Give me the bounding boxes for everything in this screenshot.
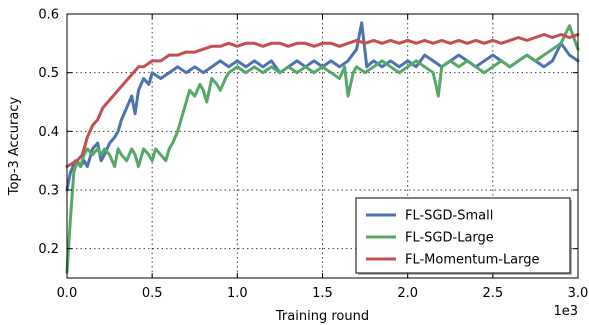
series-line-fl-sgd-large [65, 24, 580, 274]
x-tick-label-2: 1.0 [227, 286, 248, 301]
y-tick-label-3: 0.5 [38, 66, 59, 81]
x-tick-label-0: 0.0 [57, 286, 78, 301]
axis-layer: 0.0 0.5 1.0 1.5 2.0 2.5 3.0 0.2 0.3 0.4 0.5 0.6 Trai… [7, 8, 588, 325]
x-tick-label-4: 2.0 [397, 286, 418, 301]
legend-label-fl-sgd-large: FL-SGD-Large [405, 231, 494, 246]
legend-label-fl-sgd-small: FL-SGD-Small [405, 209, 493, 224]
y-tick-label-1: 0.3 [38, 184, 59, 199]
series-line-fl-momentum-large [65, 33, 580, 168]
x-tick-label-5: 2.5 [482, 286, 503, 301]
legend-label-fl-momentum-large: FL-Momentum-Large [405, 253, 540, 268]
y-axis-label: Top-3 Accuracy [7, 97, 22, 197]
x-axis-label: Training round [275, 309, 369, 324]
x-tick-label-1: 0.5 [142, 286, 163, 301]
x-axis-multiplier-label: 1e3 [553, 304, 578, 319]
x-tick-label-3: 1.5 [312, 286, 333, 301]
y-tick-label-2: 0.4 [38, 125, 59, 140]
y-tick-label-4: 0.6 [38, 8, 59, 23]
y-tick-label-0: 0.2 [38, 242, 59, 257]
legend-layer: FL-SGD-Small FL-SGD-Large FL-Momentum-Larg… [355, 197, 572, 275]
x-tick-label-6: 3.0 [568, 286, 589, 301]
